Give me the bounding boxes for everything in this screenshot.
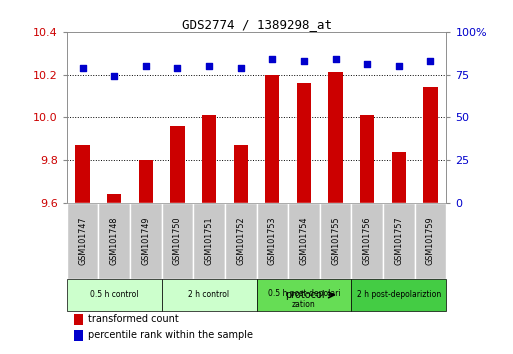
- Bar: [170, 126, 185, 203]
- Bar: [360, 115, 374, 203]
- FancyBboxPatch shape: [351, 279, 446, 311]
- FancyBboxPatch shape: [256, 279, 351, 311]
- Bar: [202, 115, 216, 203]
- Point: [236, 65, 245, 70]
- Bar: [139, 160, 153, 203]
- Point: [394, 63, 403, 69]
- FancyBboxPatch shape: [98, 203, 130, 279]
- FancyBboxPatch shape: [162, 203, 193, 279]
- Bar: [107, 194, 121, 203]
- Bar: [74, 314, 83, 325]
- Bar: [392, 152, 406, 203]
- Point: [78, 65, 87, 70]
- Text: GSM101749: GSM101749: [141, 217, 150, 265]
- Text: GSM101750: GSM101750: [173, 217, 182, 265]
- FancyBboxPatch shape: [320, 203, 351, 279]
- Bar: [423, 87, 438, 203]
- FancyBboxPatch shape: [225, 203, 256, 279]
- FancyBboxPatch shape: [256, 203, 288, 279]
- Text: 0.5 h post-depolari: 0.5 h post-depolari: [268, 289, 340, 298]
- FancyBboxPatch shape: [383, 203, 415, 279]
- Text: 0.5 h control: 0.5 h control: [90, 290, 139, 299]
- Bar: [328, 73, 343, 203]
- FancyBboxPatch shape: [162, 279, 256, 311]
- Text: GSM101757: GSM101757: [394, 217, 403, 265]
- Text: protocol: protocol: [285, 290, 325, 300]
- Text: 2 h control: 2 h control: [188, 290, 230, 299]
- FancyBboxPatch shape: [415, 203, 446, 279]
- Bar: [75, 145, 90, 203]
- FancyBboxPatch shape: [67, 279, 162, 311]
- Point: [426, 58, 435, 64]
- Text: GSM101753: GSM101753: [268, 217, 277, 265]
- Bar: [74, 331, 83, 341]
- Point: [173, 65, 182, 70]
- Point: [300, 58, 308, 64]
- Point: [110, 74, 118, 79]
- Bar: [297, 83, 311, 203]
- FancyBboxPatch shape: [288, 203, 320, 279]
- Text: percentile rank within the sample: percentile rank within the sample: [88, 330, 252, 340]
- Bar: [233, 145, 248, 203]
- Title: GDS2774 / 1389298_at: GDS2774 / 1389298_at: [182, 18, 331, 31]
- Text: GSM101752: GSM101752: [236, 217, 245, 265]
- Bar: [265, 75, 280, 203]
- Text: GSM101751: GSM101751: [205, 217, 213, 265]
- Text: GSM101747: GSM101747: [78, 217, 87, 265]
- Text: GSM101748: GSM101748: [110, 217, 119, 265]
- Point: [363, 62, 371, 67]
- Point: [268, 56, 277, 62]
- Text: GSM101754: GSM101754: [300, 217, 308, 265]
- Point: [142, 63, 150, 69]
- Text: transformed count: transformed count: [88, 314, 179, 324]
- Text: 2 h post-depolariztion: 2 h post-depolariztion: [357, 290, 441, 299]
- Point: [205, 63, 213, 69]
- Text: GSM101759: GSM101759: [426, 217, 435, 265]
- FancyBboxPatch shape: [193, 203, 225, 279]
- FancyBboxPatch shape: [130, 203, 162, 279]
- Text: zation: zation: [292, 300, 316, 309]
- Text: GSM101756: GSM101756: [363, 217, 372, 265]
- Point: [331, 56, 340, 62]
- FancyBboxPatch shape: [67, 203, 98, 279]
- FancyBboxPatch shape: [351, 203, 383, 279]
- Text: GSM101755: GSM101755: [331, 217, 340, 265]
